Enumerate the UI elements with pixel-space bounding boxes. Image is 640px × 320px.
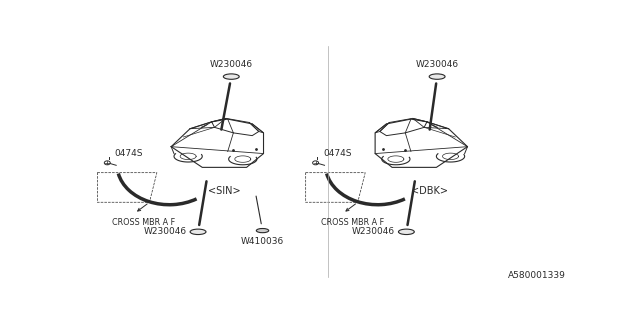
Text: 0474S: 0474S [323,149,351,158]
Text: <DBK>: <DBK> [411,186,448,196]
Text: CROSS MBR A F: CROSS MBR A F [321,218,384,227]
Ellipse shape [223,74,239,79]
Ellipse shape [190,229,206,235]
Ellipse shape [399,229,414,235]
Text: 0474S: 0474S [115,149,143,158]
Text: W410036: W410036 [241,237,284,246]
Text: W230046: W230046 [143,227,187,236]
Text: <SIN>: <SIN> [207,186,240,196]
Ellipse shape [257,228,269,233]
Text: W230046: W230046 [210,60,253,69]
Text: W230046: W230046 [415,60,459,69]
Text: W230046: W230046 [352,227,395,236]
Ellipse shape [429,74,445,79]
Text: CROSS MBR A F: CROSS MBR A F [112,218,175,227]
Text: A580001339: A580001339 [508,271,566,280]
